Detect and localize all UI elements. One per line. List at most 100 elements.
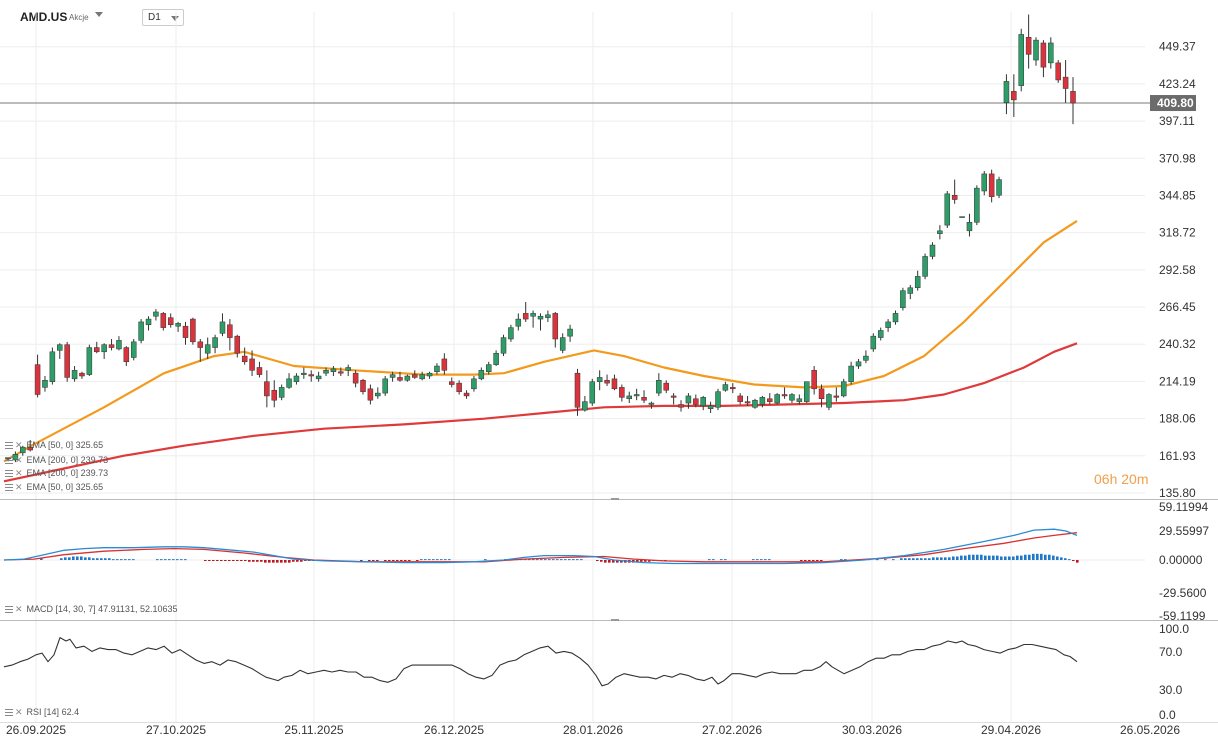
macd-hist-bar [1076, 560, 1079, 563]
macd-hist-bar [1024, 554, 1027, 560]
macd-hist-bar [216, 560, 219, 561]
close-icon[interactable]: ✕ [15, 707, 23, 717]
menu-icon[interactable] [5, 442, 13, 450]
symbol-dropdown-icon[interactable] [95, 12, 103, 17]
macd-hist-bar [224, 560, 227, 561]
candle-body [86, 347, 93, 375]
date-tick-label: 29.04.2026 [981, 723, 1041, 737]
macd-hist-bar [1016, 555, 1019, 560]
candle-body [937, 230, 943, 234]
candle-body [42, 380, 48, 388]
macd-hist-bar [164, 559, 167, 561]
macd-hist-bar [920, 558, 923, 560]
last-price-label: 409.80 [1157, 96, 1194, 110]
menu-icon[interactable] [5, 470, 13, 478]
candle-body [656, 380, 662, 394]
macd-hist-bar [76, 556, 79, 560]
macd-hist-bar [580, 559, 583, 561]
menu-icon[interactable] [5, 606, 13, 614]
macd-hist-bar [616, 560, 619, 563]
macd-hist-bar [764, 559, 767, 561]
price-tick-label: 161.93 [1159, 449, 1196, 463]
macd-hist-bar [916, 558, 919, 560]
candle-body [907, 287, 914, 294]
candle-body [1011, 91, 1017, 101]
candle-body [20, 446, 26, 454]
candle-body [707, 405, 714, 409]
macd-hist-bar [436, 559, 439, 561]
candle-body [530, 313, 536, 317]
candle-body [471, 378, 477, 390]
candle-body [811, 370, 817, 390]
macd-hist-bar [264, 560, 267, 563]
close-icon[interactable]: ✕ [15, 440, 23, 450]
macd-hist-bar [1048, 554, 1051, 560]
ema200-line [3, 342, 1078, 483]
candle-body [315, 375, 322, 380]
macd-hist-bar [180, 559, 183, 561]
candle-body [752, 399, 758, 408]
candle-body [818, 388, 825, 400]
macd-hist-bar [392, 560, 395, 561]
macd-hist-bar [284, 560, 287, 563]
close-icon[interactable]: ✕ [15, 482, 23, 492]
candle-body [900, 290, 906, 308]
candle-body [670, 395, 677, 398]
legend-rsi-text: RSI [14] 62.4 [26, 707, 80, 717]
rsi-tick-label: 100.0 [1159, 622, 1189, 636]
candle-body [94, 347, 100, 353]
candle-body [153, 311, 159, 317]
panel-resize-handle [611, 619, 619, 621]
rsi-tick-label: 70.0 [1159, 645, 1183, 659]
macd-hist-bar [404, 560, 407, 561]
macd-hist-bar [92, 558, 95, 560]
macd-hist-bar [172, 559, 175, 561]
date-tick-label: 27.10.2025 [146, 723, 206, 737]
date-tick-label: 30.03.2026 [842, 723, 902, 737]
candle-body [197, 341, 204, 348]
date-tick-label: 26.05.2026 [1120, 723, 1180, 737]
macd-hist-bar [156, 559, 159, 561]
macd-hist-bar [1004, 556, 1007, 560]
macd-hist-bar [268, 560, 271, 563]
macd-hist-bar [908, 558, 911, 560]
legend-ema50: ✕ EMA [50, 0] 325.65 [5, 440, 103, 451]
legend-ema200b-text: EMA [200, 0] 239.73 [26, 468, 109, 478]
candle-body [463, 392, 470, 397]
macd-hist-bar [528, 559, 531, 561]
close-icon[interactable]: ✕ [15, 468, 23, 478]
macd-hist-bar [544, 559, 547, 561]
candle-body [426, 372, 433, 377]
symbol-label[interactable]: AMD.US [20, 10, 68, 24]
chart-header: AMD.US Akcje D1 [0, 0, 1218, 34]
candle-body [308, 374, 314, 377]
menu-icon[interactable] [5, 709, 13, 717]
candle-body [323, 370, 329, 374]
macd-hist-bar [160, 559, 163, 561]
macd-hist-bar [932, 557, 935, 560]
candle-body [574, 372, 581, 408]
candle-body [826, 394, 832, 408]
menu-icon[interactable] [5, 457, 13, 465]
macd-hist-bar [396, 560, 399, 561]
price-tick-label: 266.45 [1159, 300, 1196, 314]
macd-hist-bar [712, 559, 715, 561]
macd-hist-bar [372, 560, 375, 561]
macd-hist-bar [1012, 556, 1015, 560]
timeframe-select[interactable]: D1 [142, 9, 184, 26]
rsi-panel [3, 637, 1078, 687]
macd-hist-bar [752, 559, 755, 561]
macd-hist-bar [232, 560, 235, 561]
close-icon[interactable]: ✕ [15, 604, 23, 614]
macd-tick-label: -59.1199 [1159, 609, 1206, 623]
close-icon[interactable]: ✕ [15, 455, 23, 465]
macd-hist-bar [884, 559, 887, 561]
candle-body [611, 378, 618, 390]
candle-body [759, 397, 766, 405]
menu-icon[interactable] [5, 484, 13, 492]
candle-body [715, 391, 721, 408]
candle-body [352, 372, 359, 384]
candle-body [404, 375, 411, 381]
macd-hist-bar [292, 560, 295, 562]
